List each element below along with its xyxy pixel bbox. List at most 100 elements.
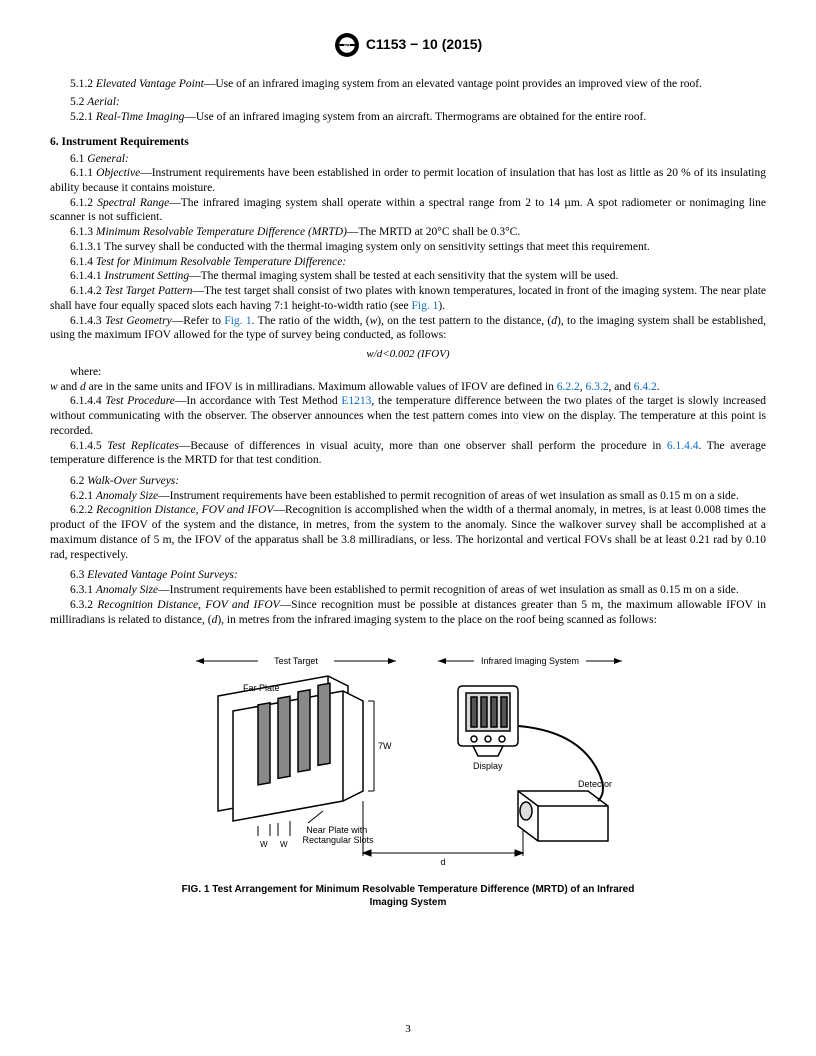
fig-w-label-1: W [260, 840, 268, 849]
para-621: 6.2.1 Anomaly Size—Instrument requiremen… [50, 489, 766, 504]
fig-detector-label: Detector [578, 779, 612, 789]
where-line: where: [50, 365, 766, 380]
equation-1: w/d<0.002 (IFOV) [50, 347, 766, 361]
figure-1: Test Target Infrared Imaging System Far … [178, 641, 638, 909]
fig-test-target-label: Test Target [274, 656, 318, 666]
link-642[interactable]: 6.4.2 [634, 381, 657, 393]
para-632: 6.3.2 Recognition Distance, FOV and IFOV… [50, 598, 766, 627]
term: Objective [96, 167, 140, 179]
header-line: AS C1153 − 10 (2015) [334, 32, 482, 58]
term: Test Replicates [107, 440, 179, 452]
body: —Because of differences in visual acuity… [179, 440, 667, 452]
num: 6.3 [70, 569, 87, 581]
body: —Use of an infrared imaging system from … [204, 78, 702, 90]
num: 6.3.1 [70, 584, 96, 596]
body: —Use of an infrared imaging system from … [184, 111, 646, 123]
where-body: w and d are in the same units and IFOV i… [50, 380, 766, 395]
para-52: 5.2 Aerial: [50, 95, 766, 110]
link-6144[interactable]: 6.1.4.4 [667, 440, 699, 452]
term: Real-Time Imaging [96, 111, 184, 123]
para-611: 6.1.1 Objective—Instrument requirements … [50, 166, 766, 195]
body: —Instrument requirements have been estab… [158, 490, 739, 502]
term: Elevated Vantage Point Surveys: [87, 569, 237, 581]
num: 6.1.4 [70, 256, 96, 268]
page: AS C1153 − 10 (2015) 5.1.2 Elevated Vant… [0, 0, 816, 1056]
num: 5.2.1 [70, 111, 96, 123]
sep: . [657, 381, 660, 393]
term: Test Geometry [105, 315, 172, 327]
term: Recognition Distance, FOV and IFOV [97, 599, 279, 611]
fig-7w-label: 7W [378, 741, 392, 751]
term: Walk-Over Surveys: [87, 475, 179, 487]
astm-logo-icon: AS [334, 32, 360, 58]
section-6: 6. Instrument Requirements [50, 135, 766, 150]
body: ), on the test pattern to the distance, … [377, 315, 551, 327]
para-63: 6.3 Elevated Vantage Point Surveys: [50, 568, 766, 583]
body: —Instrument requirements have been estab… [50, 167, 766, 194]
num: 6.1.4.1 [70, 270, 105, 282]
para-61: 6.1 General: [50, 152, 766, 167]
fig1-link[interactable]: Fig. 1 [412, 300, 439, 312]
link-e1213[interactable]: E1213 [341, 395, 371, 407]
num: 6.1.4.4 [70, 395, 105, 407]
para-612: 6.1.2 Spectral Range—The infrared imagin… [50, 196, 766, 225]
term: Anomaly Size [96, 490, 158, 502]
num: 5.1.2 [70, 78, 96, 90]
fig1-link[interactable]: Fig. 1 [224, 315, 251, 327]
body: ). [438, 300, 445, 312]
fig-w-label-2: W [280, 840, 288, 849]
figure-1-svg: Test Target Infrared Imaging System Far … [178, 641, 638, 871]
body: . The ratio of the width, ( [252, 315, 370, 327]
para-512: 5.1.2 Elevated Vantage Point—Use of an i… [50, 77, 766, 92]
num: 6.2 [70, 475, 87, 487]
page-header: AS C1153 − 10 (2015) [50, 32, 766, 63]
fig-far-plate-label: Far Plate [243, 683, 280, 693]
figure-1-caption: FIG. 1 Test Arrangement for Minimum Reso… [178, 884, 638, 910]
para-622: 6.2.2 Recognition Distance, FOV and IFOV… [50, 503, 766, 562]
term: Elevated Vantage Point [96, 78, 204, 90]
para-614: 6.1.4 Test for Minimum Resolvable Temper… [50, 255, 766, 270]
svg-text:AS: AS [344, 43, 350, 48]
para-6131: 6.1.3.1 The survey shall be conducted wi… [50, 240, 766, 255]
body: are in the same units and IFOV is in mil… [86, 381, 557, 393]
num: 6.1.4.3 [70, 315, 105, 327]
term: Instrument Setting [105, 270, 190, 282]
para-631: 6.3.1 Anomaly Size—Instrument requiremen… [50, 583, 766, 598]
term: Recognition Distance, FOV and IFOV [96, 504, 273, 516]
eq-text: w/d<0.002 (IFOV) [366, 348, 449, 360]
term: Test Procedure [105, 395, 175, 407]
num: 6.1.4.5 [70, 440, 107, 452]
num: 6.1 [70, 153, 87, 165]
fig-display-label: Display [473, 761, 503, 771]
body: —Instrument requirements have been estab… [158, 584, 739, 596]
num: 6.2.2 [70, 504, 96, 516]
term: Test for Minimum Resolvable Temperature … [96, 256, 346, 268]
term: Minimum Resolvable Temperature Differenc… [96, 226, 347, 238]
fig-iis-label: Infrared Imaging System [481, 656, 579, 666]
num: 6.3.2 [70, 599, 97, 611]
para-6143: 6.1.4.3 Test Geometry—Refer to Fig. 1. T… [50, 314, 766, 343]
num: 6.1.2 [70, 197, 97, 209]
para-613: 6.1.3 Minimum Resolvable Temperature Dif… [50, 225, 766, 240]
num: 6.1.4.2 [70, 285, 105, 297]
body: ), in metres from the infrared imaging s… [217, 614, 656, 626]
body: —The thermal imaging system shall be tes… [189, 270, 618, 282]
num: 6.1.3 [70, 226, 96, 238]
para-62: 6.2 Walk-Over Surveys: [50, 474, 766, 489]
body: and [58, 381, 80, 393]
num: 5.2 [70, 96, 87, 108]
page-number: 3 [0, 1022, 816, 1036]
para-6141: 6.1.4.1 Instrument Setting—The thermal i… [50, 269, 766, 284]
para-521: 5.2.1 Real-Time Imaging—Use of an infrar… [50, 110, 766, 125]
term: General: [87, 153, 129, 165]
body: —The MRTD at 20°C shall be 0.3°C. [347, 226, 520, 238]
term: Anomaly Size [96, 584, 158, 596]
num: 6.2.1 [70, 490, 96, 502]
term: Test Target Pattern [105, 285, 193, 297]
var-w: w [50, 381, 58, 393]
designation: C1153 − 10 (2015) [366, 36, 482, 54]
num: 6.1.1 [70, 167, 96, 179]
body: —Refer to [172, 315, 225, 327]
link-622[interactable]: 6.2.2 [557, 381, 580, 393]
link-632[interactable]: 6.3.2 [586, 381, 609, 393]
